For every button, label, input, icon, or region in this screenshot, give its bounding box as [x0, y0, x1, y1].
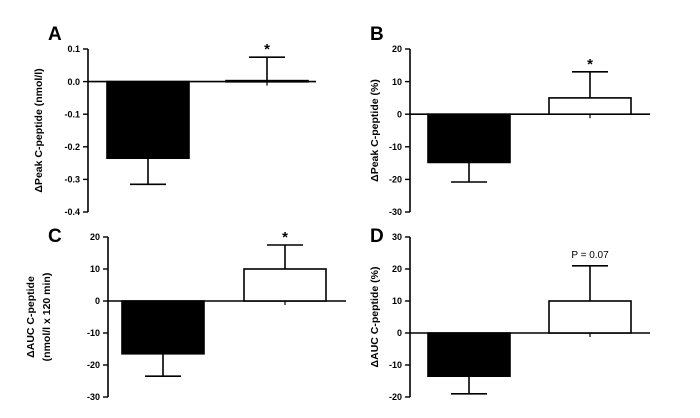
panel-b-y-tick-label: -20 [389, 175, 402, 185]
panel-d-y-tick-label: -20 [389, 392, 402, 402]
panel-d-y-tick-label: 10 [392, 296, 402, 306]
panel-a-y-tick-label: -0.1 [64, 109, 80, 119]
panel-c-annotation: * [282, 229, 288, 246]
panel-a-y-tick-label: -0.3 [64, 175, 80, 185]
panel-b-letter: B [370, 24, 384, 45]
panel-c-y-label: ΔAUC C-peptide [25, 276, 37, 358]
panel-d-letter: D [370, 226, 384, 247]
panel-d-y-tick-label: 0 [397, 328, 402, 338]
panel-a-y-tick-label: -0.4 [64, 207, 80, 217]
panel-b-y-tick-label: -30 [389, 207, 402, 217]
panel-b-y-tick-label: -10 [389, 142, 402, 152]
panel-c-bar-white [243, 268, 327, 302]
panel-c-letter: C [48, 226, 62, 247]
panel-a-y-tick-label: 0.1 [67, 44, 80, 54]
panel-d-y-tick-label: 20 [392, 264, 402, 274]
panel-c-y-tick-label: 10 [90, 264, 100, 274]
panel-a-annotation: * [264, 41, 270, 58]
panel-d-annotation: P = 0.07 [571, 250, 609, 261]
panel-a-letter: A [48, 24, 62, 45]
panel-c-y-tick-label: 20 [90, 232, 100, 242]
panel-c-y-tick-label: -20 [87, 360, 100, 370]
panel-c-y-tick-label: -10 [87, 328, 100, 338]
panel-b-bar-black [427, 113, 511, 164]
panel-b-bar-white [548, 97, 632, 116]
panel-a-y-label: ΔPeak C-peptide (nmol/l) [33, 68, 45, 192]
panel-c-y-label-line2: (nmol/l x 120 min) [41, 273, 53, 362]
panel-d-y-label: ΔAUC C-peptide (%) [369, 267, 381, 368]
panel-b-y-tick-label: 10 [392, 77, 402, 87]
panel-b-y-tick-label: 0 [397, 109, 402, 119]
panel-b-annotation: * [587, 56, 593, 73]
panel-a-y-tick-label: 0.0 [67, 77, 80, 87]
panel-c-y-tick-label: -30 [87, 392, 100, 402]
panel-c-bar-black [121, 300, 205, 355]
panel-b-y-tick-label: 20 [392, 44, 402, 54]
panel-c-y-tick-label: 0 [95, 296, 100, 306]
panel-a-y-tick-label: -0.2 [64, 142, 80, 152]
panel-d-y-tick-label: 30 [392, 232, 402, 242]
panel-d-bar-black [427, 332, 511, 378]
panel-d-y-tick-label: -10 [389, 360, 402, 370]
panel-d-bar-white [548, 300, 632, 334]
panel-b-y-label: ΔPeak C-peptide (%) [369, 79, 381, 182]
panel-a-bar-black [106, 80, 190, 160]
